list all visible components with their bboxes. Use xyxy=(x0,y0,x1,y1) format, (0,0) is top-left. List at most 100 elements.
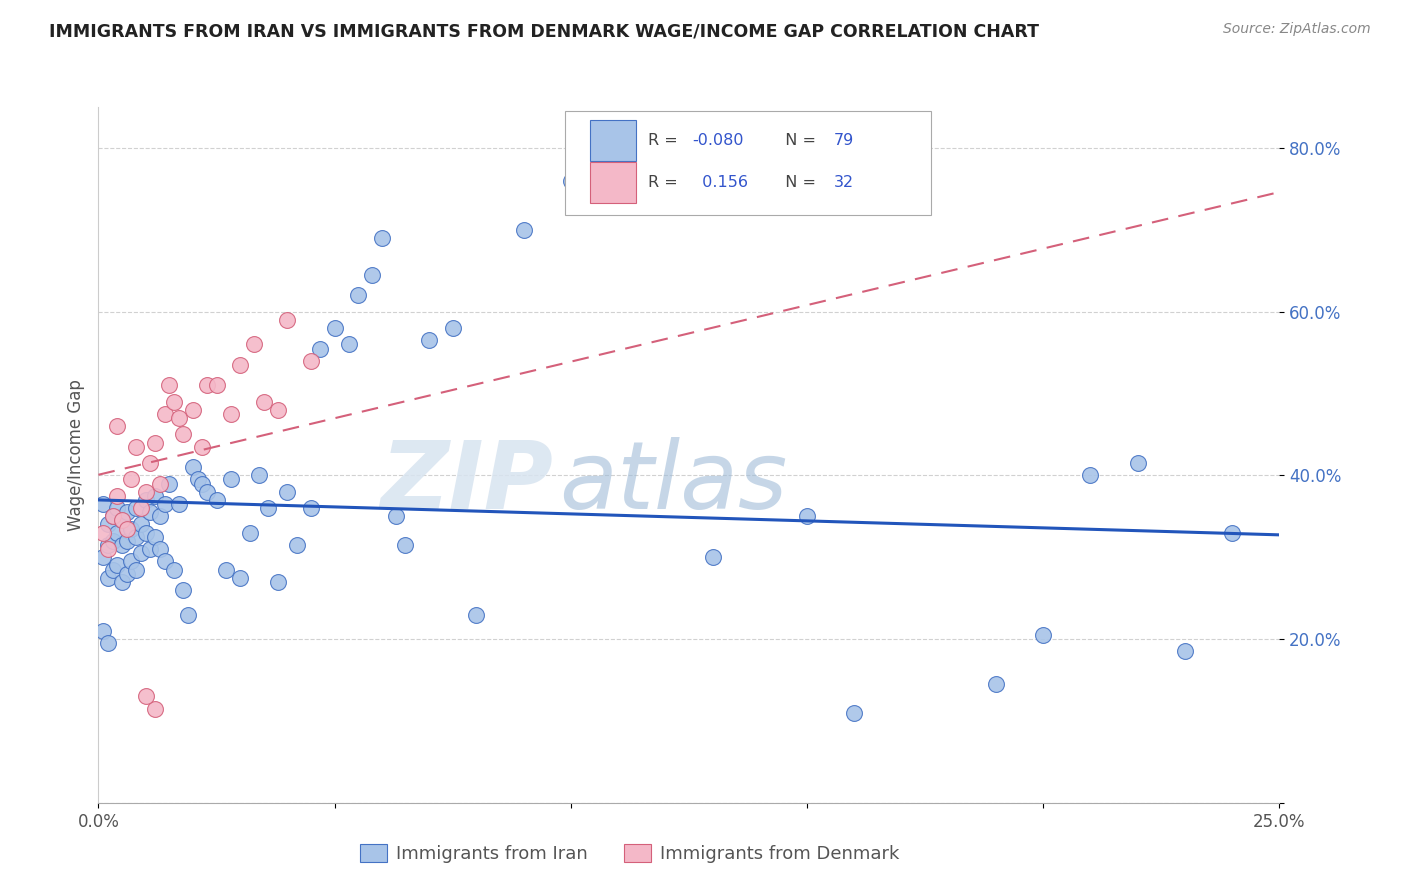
Point xyxy=(1080,468,1102,483)
Point xyxy=(105,525,128,540)
Point xyxy=(97,517,120,532)
Point xyxy=(125,530,148,544)
Point xyxy=(195,378,218,392)
Point xyxy=(195,484,218,499)
Point xyxy=(91,497,114,511)
Point xyxy=(101,509,124,524)
Point xyxy=(121,473,143,487)
Point xyxy=(149,509,172,524)
Point xyxy=(276,313,298,327)
Point xyxy=(149,476,172,491)
Point xyxy=(111,538,134,552)
Point xyxy=(105,489,128,503)
Point xyxy=(139,542,162,557)
Point xyxy=(181,403,204,417)
Point xyxy=(129,517,152,532)
Point xyxy=(1174,644,1197,658)
Point xyxy=(143,435,166,450)
Point xyxy=(844,706,866,720)
Point xyxy=(276,484,298,499)
Point xyxy=(371,231,394,245)
Point xyxy=(135,484,157,499)
Point xyxy=(177,607,200,622)
Point xyxy=(149,542,172,557)
Text: -0.080: -0.080 xyxy=(693,133,744,148)
Point xyxy=(394,538,416,552)
Point xyxy=(361,268,384,282)
Point xyxy=(143,701,166,715)
Point xyxy=(105,558,128,573)
Point xyxy=(115,566,138,581)
Point xyxy=(157,378,180,392)
FancyBboxPatch shape xyxy=(589,161,636,202)
Point xyxy=(607,182,630,196)
Point xyxy=(229,571,252,585)
Point xyxy=(219,407,242,421)
Point xyxy=(181,460,204,475)
Point xyxy=(157,476,180,491)
Point xyxy=(253,394,276,409)
Point xyxy=(191,440,214,454)
Point xyxy=(121,522,143,536)
Text: 79: 79 xyxy=(834,133,855,148)
Point xyxy=(143,489,166,503)
Point xyxy=(139,505,162,519)
Point xyxy=(309,342,332,356)
Point xyxy=(267,403,290,417)
FancyBboxPatch shape xyxy=(589,120,636,161)
Point xyxy=(125,440,148,454)
Point xyxy=(385,509,408,524)
Text: N =: N = xyxy=(775,133,821,148)
Text: 32: 32 xyxy=(834,175,855,190)
Point xyxy=(135,492,157,507)
Text: R =: R = xyxy=(648,133,682,148)
Point xyxy=(205,378,228,392)
Text: 0.156: 0.156 xyxy=(693,175,748,190)
Point xyxy=(347,288,370,302)
Point xyxy=(1126,456,1149,470)
Point xyxy=(101,509,124,524)
Point xyxy=(91,624,114,638)
Point xyxy=(191,476,214,491)
Point xyxy=(337,337,360,351)
Point xyxy=(560,174,582,188)
Point xyxy=(219,473,242,487)
Point xyxy=(512,223,534,237)
Point xyxy=(129,501,152,516)
Point xyxy=(172,582,194,597)
Point xyxy=(97,571,120,585)
Legend: Immigrants from Iran, Immigrants from Denmark: Immigrants from Iran, Immigrants from De… xyxy=(353,837,907,871)
Point xyxy=(205,492,228,507)
Point xyxy=(105,419,128,434)
Text: R =: R = xyxy=(648,175,682,190)
Point xyxy=(1220,525,1243,540)
Point xyxy=(97,542,120,557)
Point xyxy=(702,550,724,565)
Text: N =: N = xyxy=(775,175,821,190)
Point xyxy=(105,501,128,516)
Point xyxy=(135,525,157,540)
Point xyxy=(153,554,176,568)
Point xyxy=(243,337,266,351)
Point xyxy=(115,533,138,548)
Point xyxy=(247,468,270,483)
Text: ZIP: ZIP xyxy=(380,437,553,529)
Point xyxy=(163,562,186,576)
Point xyxy=(135,690,157,704)
Point xyxy=(101,562,124,576)
Text: Source: ZipAtlas.com: Source: ZipAtlas.com xyxy=(1223,22,1371,37)
Point xyxy=(125,562,148,576)
Point xyxy=(111,513,134,527)
Point xyxy=(91,550,114,565)
Point xyxy=(267,574,290,589)
Point xyxy=(239,525,262,540)
Point xyxy=(153,407,176,421)
Point xyxy=(285,538,308,552)
Point xyxy=(115,505,138,519)
Point xyxy=(299,353,322,368)
Point xyxy=(187,473,209,487)
Point xyxy=(101,533,124,548)
Point xyxy=(111,574,134,589)
Point xyxy=(1032,628,1054,642)
Point xyxy=(984,677,1007,691)
